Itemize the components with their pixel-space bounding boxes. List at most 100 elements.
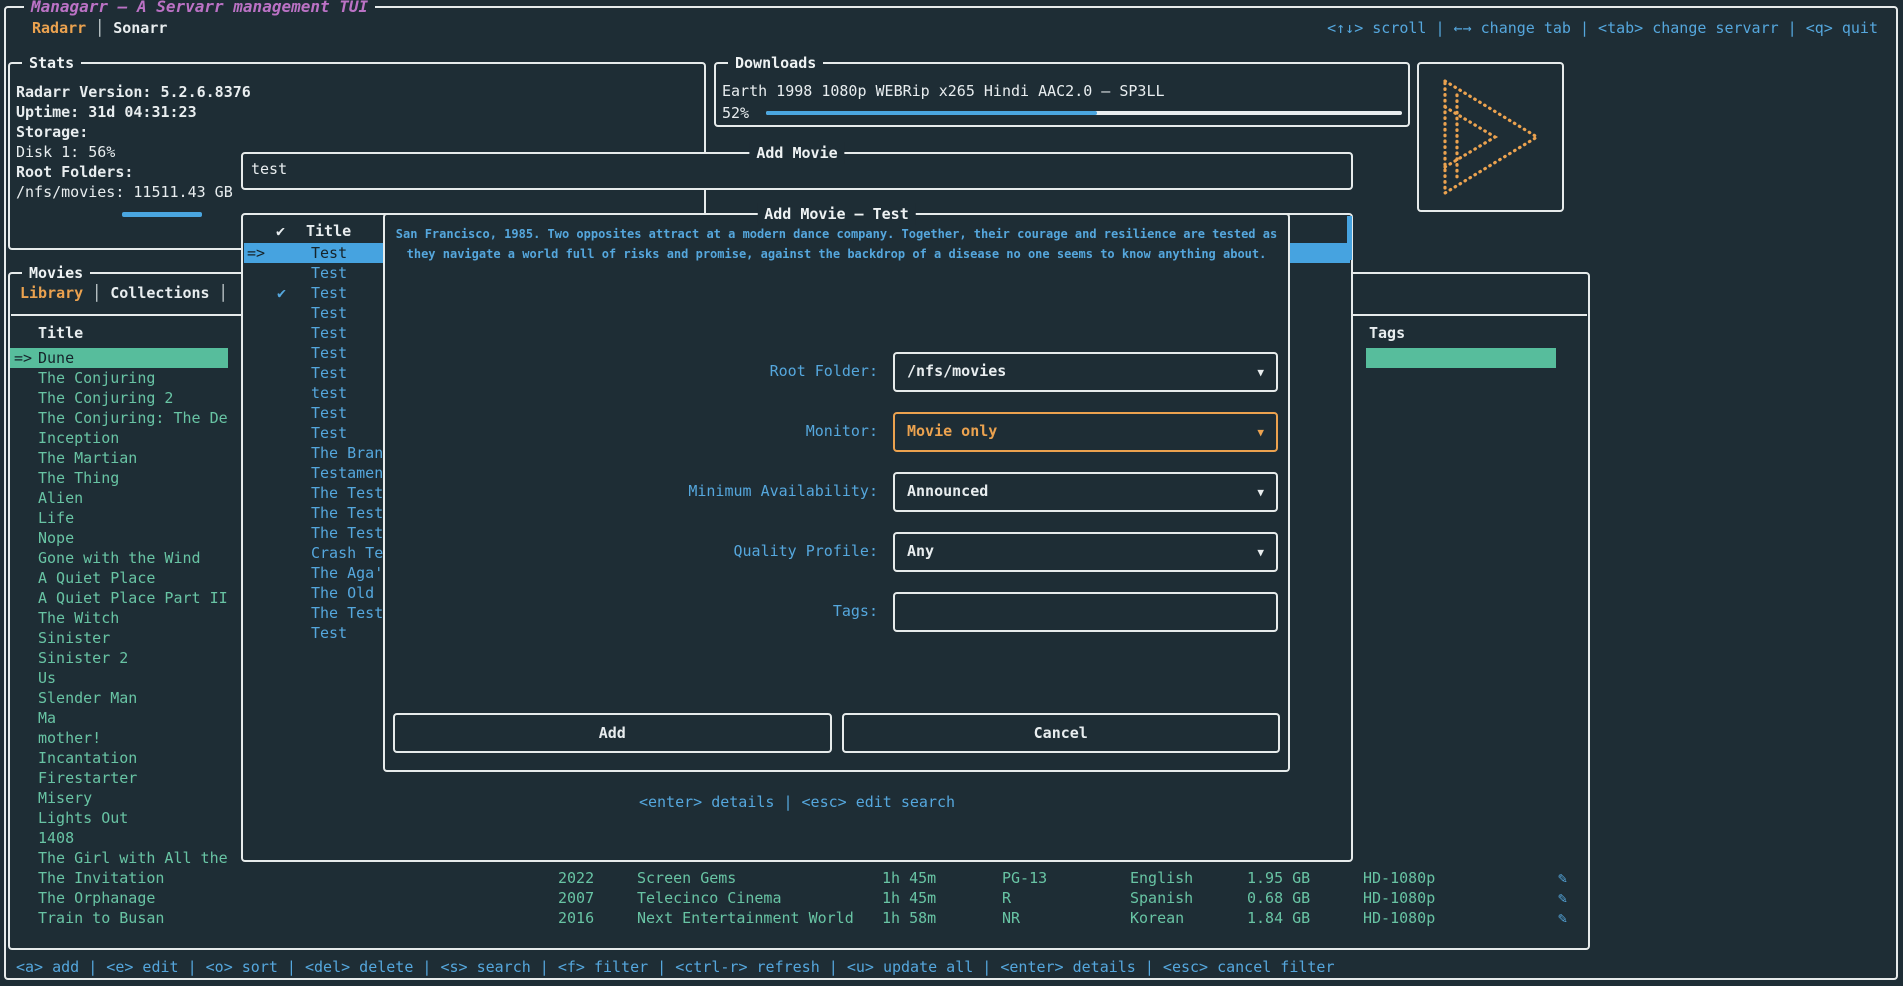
movie-list-item[interactable]: A Quiet Place Part II: [10, 588, 228, 608]
movie-list-item[interactable]: Sinister 2: [10, 648, 228, 668]
modal-button[interactable]: Add: [393, 713, 832, 753]
field-value: Movie only: [907, 422, 998, 440]
movie-list-item[interactable]: The Conjuring 2: [10, 388, 228, 408]
search-input[interactable]: test: [251, 160, 288, 178]
movie-title: Slender Man: [38, 689, 138, 707]
tab-collections[interactable]: Collections: [110, 284, 210, 302]
field-value-box[interactable]: Announced ▼: [893, 472, 1278, 512]
movie-list-item[interactable]: The Girl with All the: [10, 848, 228, 868]
movie-size: 1.95 GB: [1247, 869, 1311, 887]
chevron-down-icon: ▼: [1257, 486, 1264, 499]
movie-list-item[interactable]: Incantation: [10, 748, 228, 768]
movie-runtime: 1h 45m: [882, 889, 937, 907]
movie-title: Train to Busan: [38, 909, 165, 927]
result-title: The Test: [311, 604, 384, 622]
field-value-box[interactable]: Movie only ▼: [893, 412, 1278, 452]
movies-panel-title: Movies: [22, 262, 91, 284]
modal-button[interactable]: Cancel: [841, 713, 1280, 753]
tab-library[interactable]: Library: [20, 284, 84, 302]
search-result-item[interactable]: The Test: [244, 523, 1350, 543]
search-result-item[interactable]: The Aga': [244, 563, 1350, 583]
movie-list-item[interactable]: A Quiet Place: [10, 568, 228, 588]
movie-certification: PG-13: [1002, 869, 1048, 887]
tab-separator: │: [218, 284, 228, 302]
selection-marker: =>: [247, 244, 266, 262]
movie-list-item[interactable]: Ma: [10, 708, 228, 728]
search-result-item[interactable]: The Test: [244, 603, 1350, 623]
tab-sonarr[interactable]: Sonarr: [113, 19, 168, 37]
movie-certification: R: [1002, 889, 1012, 907]
tab-radarr[interactable]: Radarr: [32, 19, 87, 37]
download-progress-track: [766, 111, 1402, 115]
movie-list-item[interactable]: The Conjuring: The De: [10, 408, 228, 428]
search-result-item[interactable]: The Test: [244, 483, 1350, 503]
movie-list-item[interactable]: The Thing: [10, 468, 228, 488]
movie-list-item[interactable]: Nope: [10, 528, 228, 548]
movie-list-item[interactable]: Train to Busan: [10, 908, 228, 928]
edit-pencil-icon[interactable]: ✎: [1558, 889, 1568, 907]
edit-pencil-icon[interactable]: ✎: [1558, 869, 1568, 887]
movie-list-item[interactable]: Life: [10, 508, 228, 528]
movie-list-item[interactable]: mother!: [10, 728, 228, 748]
movie-list-item[interactable]: Firestarter: [10, 768, 228, 788]
modal-buttons: Add Cancel: [393, 713, 1280, 753]
search-result-item[interactable]: Test: [244, 323, 1350, 343]
add-movie-search-panel: Add Movie test: [241, 142, 1353, 190]
field-label: Tags:: [832, 602, 878, 620]
movie-list-item[interactable]: 1408: [10, 828, 228, 848]
movie-studio: Telecinco Cinema: [637, 889, 782, 907]
movie-list-item[interactable]: The Martian: [10, 448, 228, 468]
movie-list-item[interactable]: The Conjuring: [10, 368, 228, 388]
edit-pencil-icon[interactable]: ✎: [1558, 909, 1568, 927]
search-result-item[interactable]: Test: [244, 263, 1350, 283]
movie-list-item[interactable]: Gone with the Wind: [10, 548, 228, 568]
field-value-box[interactable]: ▼: [893, 592, 1278, 632]
search-result-item[interactable]: ✔ Test: [244, 283, 1350, 303]
movie-title: Nope: [38, 529, 75, 547]
field-label: Quality Profile:: [733, 542, 879, 560]
movie-list-item[interactable]: Inception: [10, 428, 228, 448]
search-result-item[interactable]: The Test: [244, 503, 1350, 523]
search-result-item[interactable]: Test: [244, 343, 1350, 363]
search-result-item[interactable]: Crash Te: [244, 543, 1350, 563]
movie-list-item[interactable]: Misery: [10, 788, 228, 808]
scrollbar-thumb[interactable]: [1347, 216, 1352, 260]
movie-list-item[interactable]: Sinister: [10, 628, 228, 648]
movie-title: The Invitation: [38, 869, 165, 887]
field-value-box[interactable]: /nfs/movies ▼: [893, 352, 1278, 392]
result-title: The Test: [311, 524, 384, 542]
chevron-down-icon: ▼: [1257, 426, 1264, 439]
form-field-row: Quality Profile: Any ▼: [385, 532, 1288, 572]
movie-list-item[interactable]: Slender Man: [10, 688, 228, 708]
search-result-item[interactable]: Testamen: [244, 463, 1350, 483]
search-result-item[interactable]: Test: [244, 363, 1350, 383]
movie-year: 2007: [558, 889, 595, 907]
search-result-item[interactable]: Test: [244, 423, 1350, 443]
search-result-item[interactable]: The Old: [244, 583, 1350, 603]
result-title: Test: [311, 304, 348, 322]
search-result-item[interactable]: test: [244, 383, 1350, 403]
search-result-item[interactable]: Test: [244, 623, 1350, 643]
movie-list-item[interactable]: Alien: [10, 488, 228, 508]
movie-list-item[interactable]: => Dune: [10, 348, 228, 368]
movie-list-item[interactable]: Us: [10, 668, 228, 688]
download-entry[interactable]: Earth 1998 1080p WEBRip x265 Hindi AAC2.…: [722, 82, 1165, 100]
search-result-item[interactable]: The Bran: [244, 443, 1350, 463]
movie-list-item[interactable]: The Invitation: [10, 868, 228, 888]
search-result-item[interactable]: Test: [244, 303, 1350, 323]
movie-title: Dune: [38, 349, 75, 367]
movie-list-item[interactable]: The Witch: [10, 608, 228, 628]
movie-title: The Conjuring: [38, 369, 156, 387]
movie-detail-row[interactable]: 2022 Screen Gems 1h 45m PG-13 English 1.…: [10, 868, 1588, 888]
form-field-row: Monitor: Movie only ▼: [385, 412, 1288, 452]
movie-title: Ma: [38, 709, 57, 727]
movie-list-item[interactable]: Lights Out: [10, 808, 228, 828]
movie-detail-row[interactable]: 2016 Next Entertainment World 1h 58m NR …: [10, 908, 1588, 928]
result-title: Test: [311, 364, 348, 382]
movie-detail-row[interactable]: 2007 Telecinco Cinema 1h 45m R Spanish 0…: [10, 888, 1588, 908]
movie-list-item[interactable]: The Orphanage: [10, 888, 228, 908]
field-value-box[interactable]: Any ▼: [893, 532, 1278, 572]
movies-tabs: Library │ Collections │: [20, 284, 237, 302]
add-movie-modal: Add Movie – Test San Francisco, 1985. Tw…: [383, 203, 1290, 772]
search-result-item[interactable]: Test: [244, 403, 1350, 423]
